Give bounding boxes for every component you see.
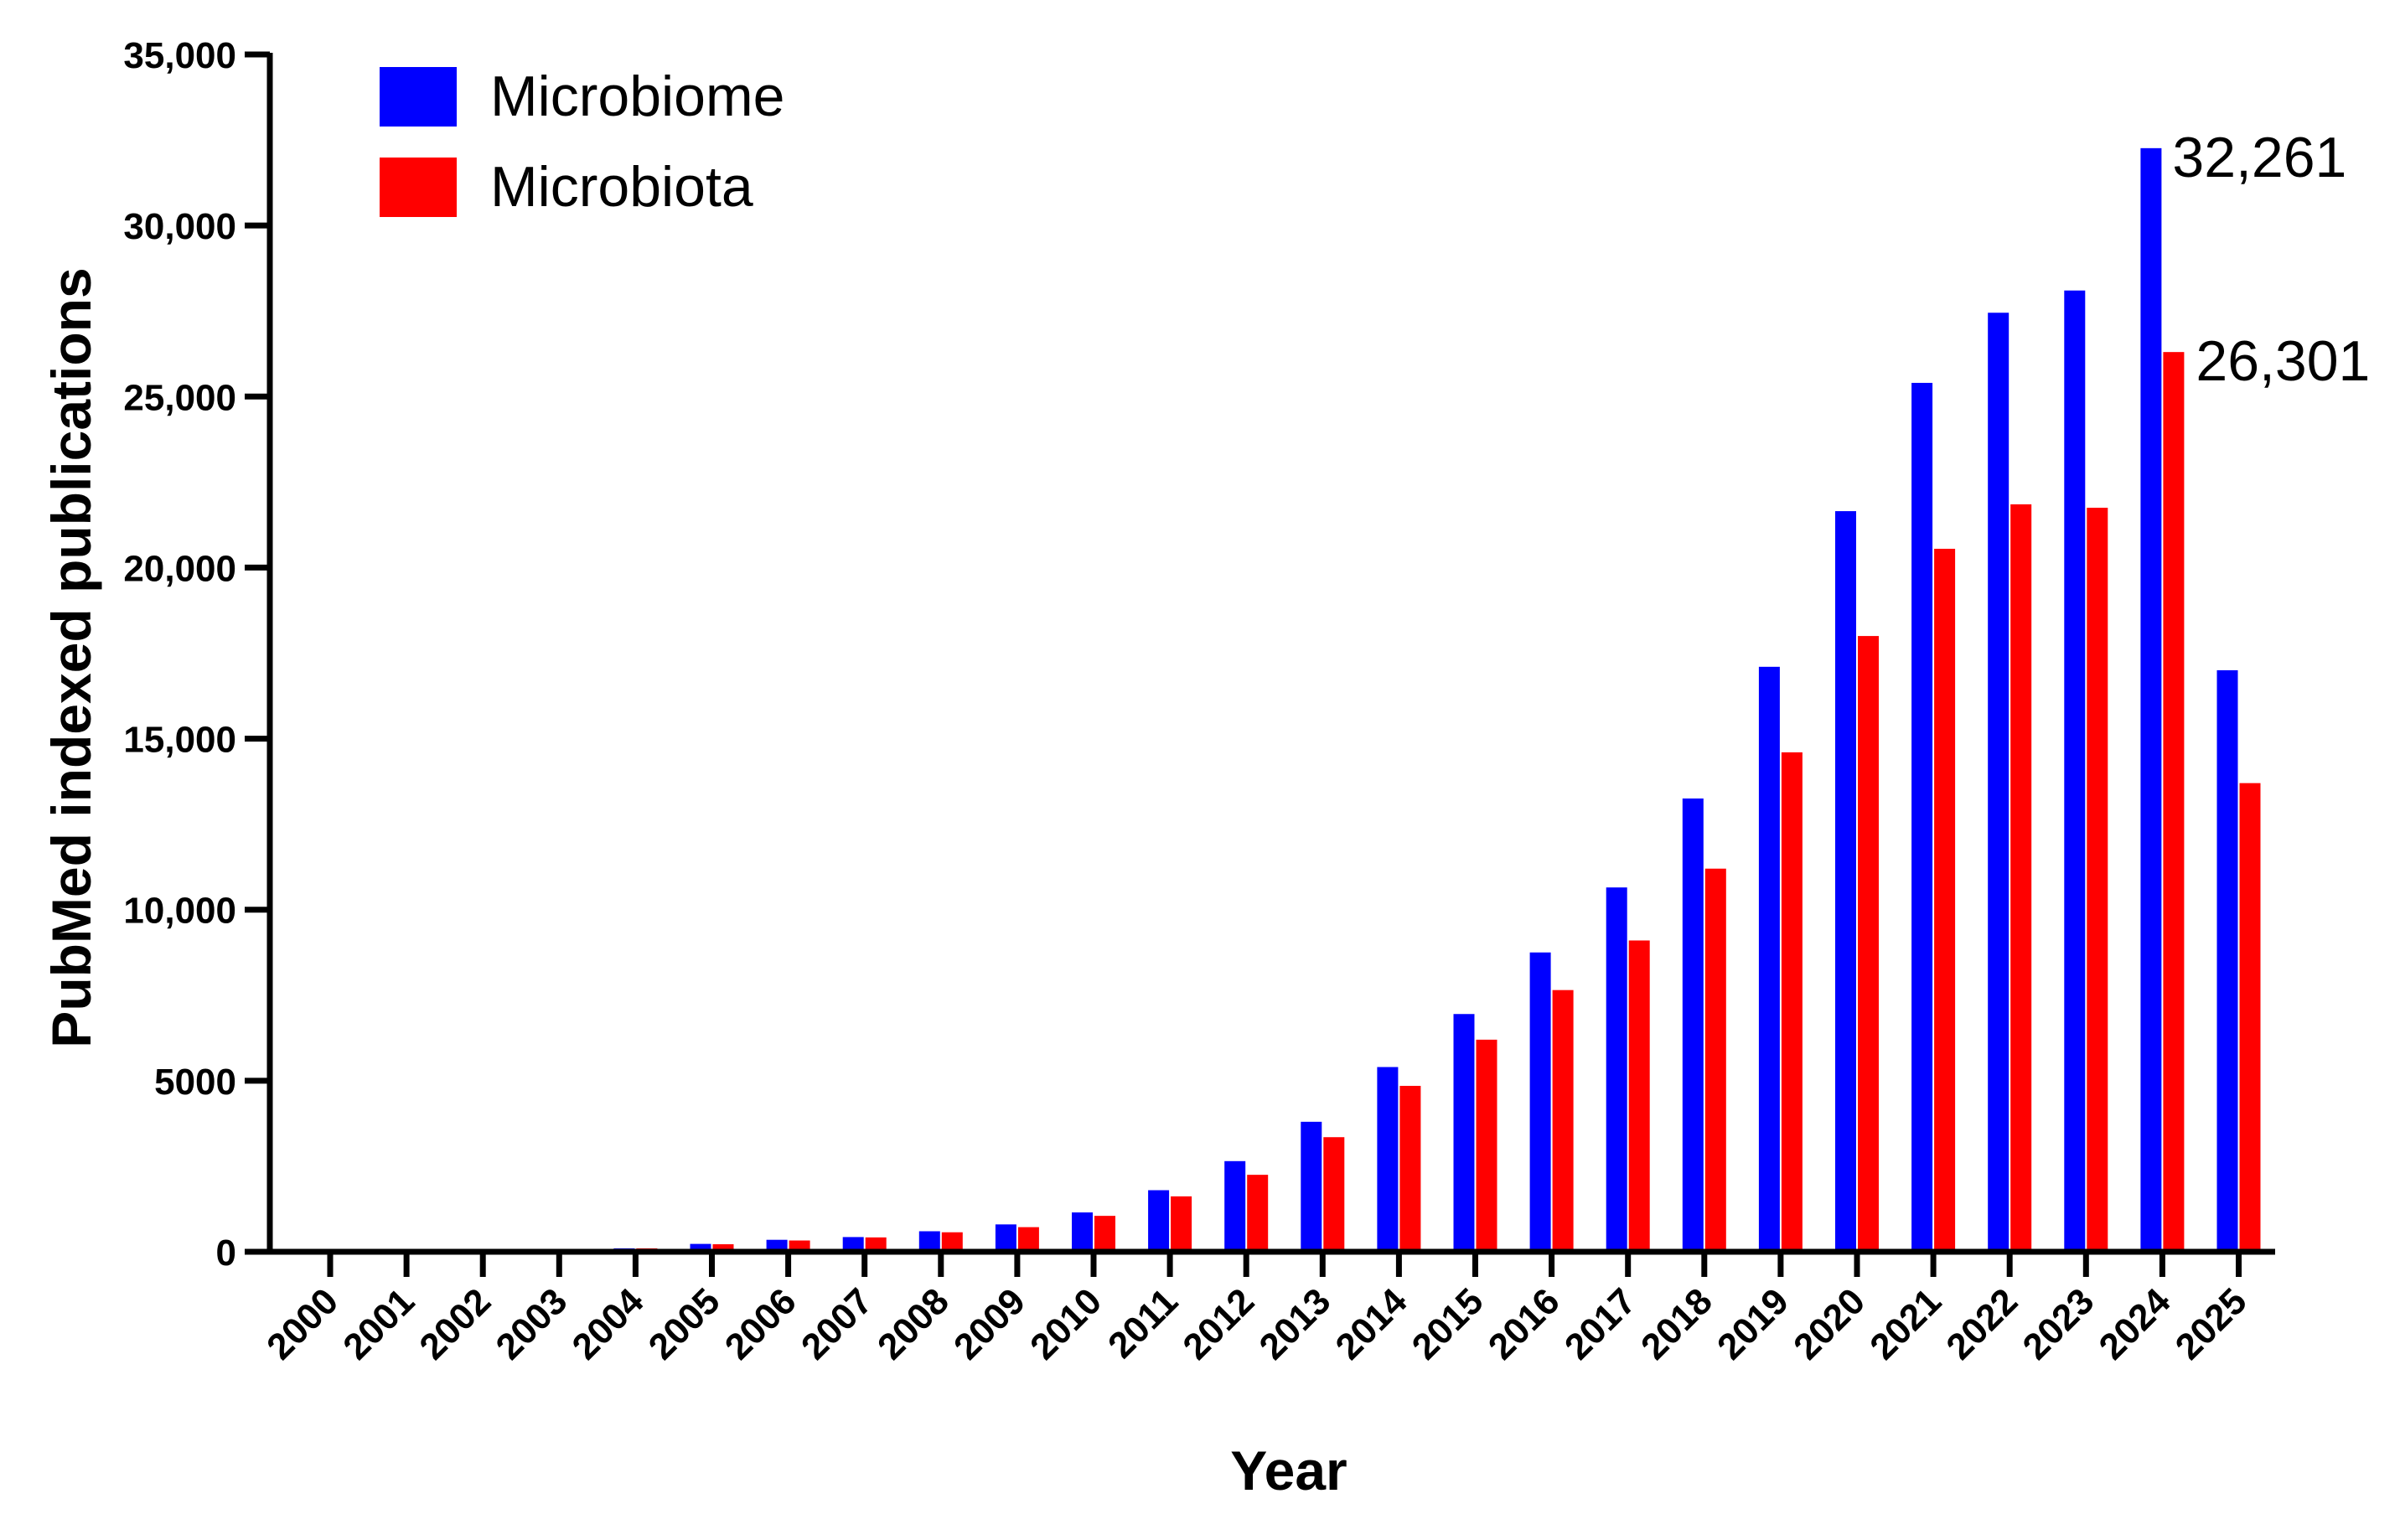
y-tick-label-35000: 35,000 <box>123 35 236 76</box>
x-tick-label-2008: 2008 <box>870 1280 957 1367</box>
bar-microbiome-2015 <box>1453 1014 1475 1252</box>
bar-microbiome-2007 <box>842 1237 864 1252</box>
y-tick-label-5000: 5000 <box>154 1062 236 1103</box>
bar-microbiota-2019 <box>1781 752 1803 1252</box>
x-tick-label-2009: 2009 <box>946 1280 1033 1367</box>
bar-microbiome-2017 <box>1606 887 1627 1252</box>
bar-microbiota-2022 <box>2010 504 2032 1252</box>
bar-microbiome-2016 <box>1529 952 1551 1252</box>
bar-microbiota-2025 <box>2239 783 2261 1252</box>
x-tick-label-2004: 2004 <box>565 1280 652 1367</box>
x-tick-label-2012: 2012 <box>1175 1280 1262 1367</box>
x-tick-label-2011: 2011 <box>1100 1280 1186 1366</box>
bar-microbiome-2019 <box>1758 666 1780 1252</box>
x-tick-label-2000: 2000 <box>259 1280 346 1367</box>
x-tick-label-2006: 2006 <box>717 1280 804 1367</box>
legend-swatch-microbiome <box>380 67 457 127</box>
x-tick-label-2021: 2021 <box>1862 1280 1949 1367</box>
bar-microbiome-2008 <box>918 1231 940 1252</box>
x-tick-label-2018: 2018 <box>1633 1280 1720 1367</box>
bar-microbiome-2022 <box>1988 313 2009 1252</box>
x-tick-label-2005: 2005 <box>641 1280 728 1367</box>
bar-microbiome-2013 <box>1301 1121 1322 1252</box>
data-labels: 32,261 26,301 <box>2172 126 2370 393</box>
bar-microbiota-2008 <box>941 1232 963 1252</box>
y-tick-label-25000: 25,000 <box>123 377 236 418</box>
bar-microbiome-2006 <box>766 1239 788 1252</box>
bar-microbiota-2024 <box>2163 352 2185 1253</box>
y-tick-label-0: 0 <box>216 1233 236 1274</box>
x-tick-label-2020: 2020 <box>1786 1280 1873 1367</box>
x-tick-label-2010: 2010 <box>1022 1280 1109 1367</box>
bar-microbiome-2021 <box>1911 382 1933 1252</box>
bar-microbiome-2011 <box>1148 1190 1170 1252</box>
y-tick-label-10000: 10,000 <box>123 891 236 932</box>
y-tick-label-20000: 20,000 <box>123 548 236 589</box>
x-tick-label-2003: 2003 <box>489 1280 576 1367</box>
bar-microbiota-2009 <box>1017 1227 1039 1252</box>
x-tick-label-2024: 2024 <box>2092 1280 2179 1367</box>
x-tick-label-2016: 2016 <box>1481 1280 1568 1367</box>
bar-microbiome-2014 <box>1377 1067 1399 1252</box>
bar-microbiota-2014 <box>1399 1085 1421 1252</box>
legend-label-microbiota: Microbiota <box>490 155 753 219</box>
bar-microbiota-2007 <box>865 1237 887 1252</box>
bar-microbiota-2012 <box>1247 1175 1269 1252</box>
bar-microbiome-2025 <box>2216 669 2238 1252</box>
x-tick-label-2022: 2022 <box>1938 1280 2025 1367</box>
bar-microbiota-2020 <box>1858 636 1879 1252</box>
bar-microbiome-2024 <box>2140 147 2162 1252</box>
y-tick-label-15000: 15,000 <box>123 720 236 761</box>
x-tick-label-2013: 2013 <box>1252 1280 1339 1367</box>
bar-microbiota-2023 <box>2087 507 2108 1252</box>
bar-microbiota-2016 <box>1552 990 1574 1252</box>
x-tick-label-2025: 2025 <box>2168 1280 2255 1367</box>
bar-microbiome-2023 <box>2064 290 2086 1252</box>
data-label-microbiome-2024: 32,261 <box>2172 126 2346 189</box>
legend-swatch-microbiota <box>380 158 457 217</box>
bar-microbiome-2009 <box>995 1224 1016 1252</box>
bar-microbiota-2015 <box>1476 1039 1497 1252</box>
y-axis-title: PubMed indexed publications <box>40 267 102 1047</box>
x-tick-label-2015: 2015 <box>1404 1280 1492 1367</box>
data-label-microbiota-2024: 26,301 <box>2196 329 2370 393</box>
bar-microbiome-2012 <box>1224 1160 1246 1252</box>
bars-layer <box>308 147 2261 1253</box>
x-tick-label-2019: 2019 <box>1709 1280 1797 1367</box>
x-tick-label-2017: 2017 <box>1557 1280 1644 1367</box>
bar-microbiota-2017 <box>1628 940 1650 1252</box>
bar-microbiota-2018 <box>1704 868 1726 1252</box>
legend: Microbiome Microbiota <box>380 65 784 219</box>
x-tick-label-2007: 2007 <box>794 1280 881 1367</box>
x-tick-label-2001: 2001 <box>335 1280 422 1367</box>
bar-microbiota-2010 <box>1094 1216 1115 1252</box>
legend-label-microbiome: Microbiome <box>490 65 784 128</box>
bar-microbiota-2013 <box>1323 1137 1345 1252</box>
bar-microbiome-2018 <box>1682 798 1704 1252</box>
bar-microbiota-2005 <box>712 1244 734 1252</box>
x-tick-label-2023: 2023 <box>2015 1280 2103 1367</box>
bar-microbiota-2021 <box>1934 548 1956 1252</box>
y-tick-label-30000: 30,000 <box>123 206 236 247</box>
x-axis-title: Year <box>1230 1439 1347 1501</box>
bar-microbiome-2020 <box>1835 511 1856 1252</box>
bar-microbiome-2005 <box>690 1243 711 1252</box>
bar-microbiome-2010 <box>1072 1212 1093 1252</box>
bar-microbiota-2011 <box>1171 1196 1192 1252</box>
x-tick-label-2014: 2014 <box>1328 1280 1415 1367</box>
x-tick-label-2002: 2002 <box>411 1280 499 1367</box>
